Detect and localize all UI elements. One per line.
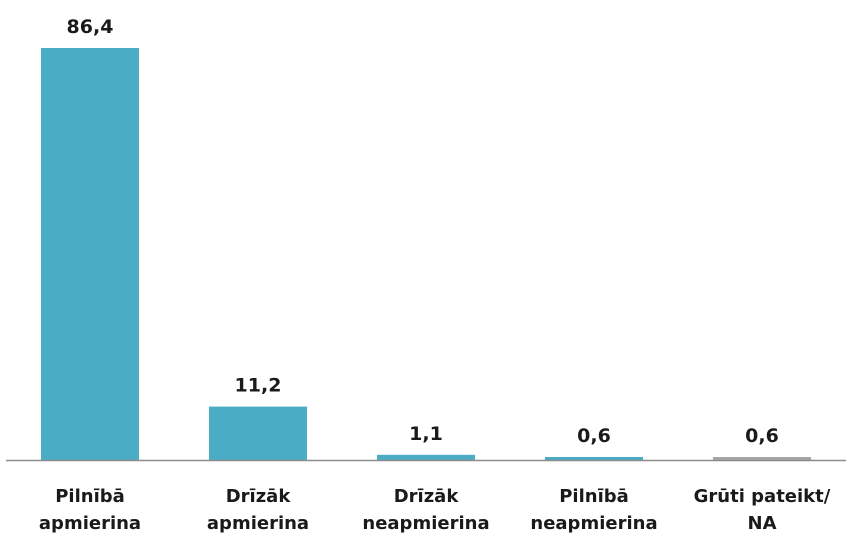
bar-5 xyxy=(713,457,811,460)
data-label-1: 86,4 xyxy=(67,16,114,38)
data-label-4: 0,6 xyxy=(577,425,611,447)
category-label-4: Pilnībā neapmierina xyxy=(530,486,657,534)
bar-3 xyxy=(377,454,475,460)
data-label-5: 0,6 xyxy=(745,425,779,447)
category-label-1: Pilnībā apmierina xyxy=(39,486,141,534)
category-label-3: Drīzāk neapmierina xyxy=(362,486,489,534)
category-label-5: Grūti pateikt/NA xyxy=(694,486,831,534)
category-label-2: Drīzāk apmierina xyxy=(207,486,309,534)
bar-1 xyxy=(41,48,139,460)
bar-2 xyxy=(209,406,307,460)
data-label-3: 1,1 xyxy=(409,423,443,445)
bar-4 xyxy=(545,457,643,460)
data-label-2: 11,2 xyxy=(235,375,282,397)
